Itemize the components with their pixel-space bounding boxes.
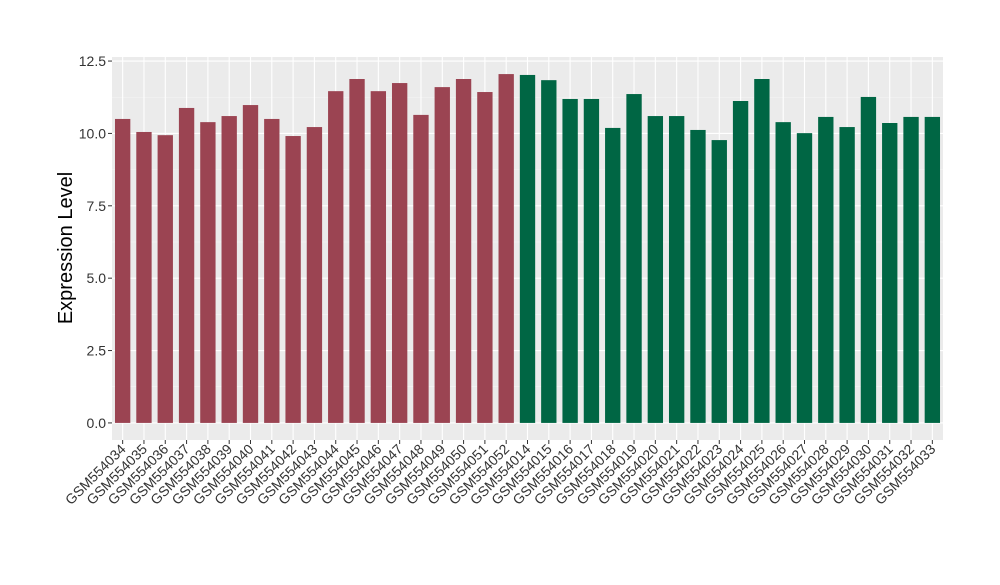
bar <box>221 116 237 423</box>
bar <box>732 101 749 423</box>
bar <box>242 105 259 423</box>
y-tick-label: 0.0 <box>87 415 107 431</box>
bar <box>306 127 323 423</box>
bar <box>477 92 493 423</box>
y-tick-label: 7.5 <box>87 198 107 214</box>
bar <box>839 127 855 423</box>
bar <box>519 74 536 423</box>
bar <box>860 96 877 423</box>
bar <box>541 80 557 423</box>
bar <box>455 79 472 423</box>
bar <box>690 129 706 423</box>
y-tick-label: 12.5 <box>79 53 106 69</box>
bar <box>178 107 195 423</box>
y-axis-label: Expression Level <box>55 172 77 324</box>
bar <box>114 118 131 423</box>
bar <box>626 94 642 423</box>
bar <box>796 133 813 423</box>
bar <box>370 91 387 423</box>
bar <box>349 79 365 423</box>
bar <box>668 116 685 423</box>
bar <box>562 98 578 423</box>
bar <box>583 98 600 423</box>
bar <box>200 122 216 423</box>
bar <box>157 135 173 423</box>
bar <box>924 116 941 423</box>
bar <box>498 74 514 423</box>
bar <box>711 140 727 423</box>
bar <box>903 116 919 423</box>
bar <box>328 91 344 423</box>
y-tick-label: 5.0 <box>87 270 107 286</box>
bar <box>775 122 791 423</box>
bar <box>136 131 152 423</box>
bar <box>754 79 770 423</box>
y-tick-label: 2.5 <box>87 343 107 359</box>
bar <box>391 83 408 423</box>
bar <box>264 118 280 423</box>
bar <box>413 114 429 423</box>
y-tick-label: 10.0 <box>79 125 106 141</box>
bar <box>882 123 898 423</box>
bar <box>285 136 301 423</box>
bar <box>647 116 664 423</box>
bar <box>605 127 621 423</box>
bar <box>818 116 834 423</box>
bar <box>434 87 450 423</box>
